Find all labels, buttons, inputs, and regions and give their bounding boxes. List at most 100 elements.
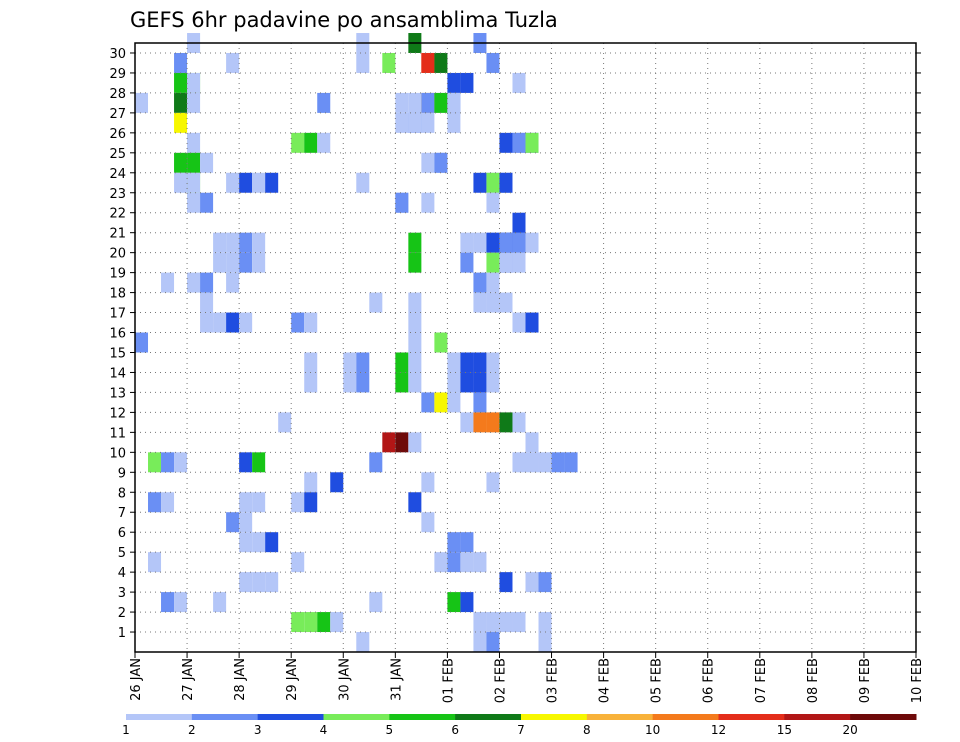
precip-cell	[486, 632, 500, 652]
precip-cell	[161, 592, 175, 613]
precip-cell	[395, 352, 409, 373]
precip-cell	[408, 312, 422, 333]
precip-cell	[161, 272, 175, 293]
precip-cell	[356, 632, 370, 652]
precip-cell	[499, 572, 513, 593]
precip-cell	[499, 412, 513, 433]
precip-cell	[499, 132, 513, 153]
precip-cell	[434, 392, 448, 413]
colorbar-label: 12	[711, 723, 726, 737]
precip-cell	[473, 392, 487, 413]
precip-cell	[460, 592, 474, 613]
precip-cell	[512, 252, 526, 273]
precip-cell	[369, 452, 383, 473]
precip-cell	[239, 452, 253, 473]
precip-cell	[200, 192, 214, 213]
y-tick-label: 8	[118, 486, 126, 501]
colorbar-swatch	[850, 714, 917, 720]
precip-cell	[317, 92, 331, 113]
precip-cell	[356, 352, 370, 373]
colorbar-label: 1	[122, 723, 130, 737]
precip-cell	[421, 92, 435, 113]
precip-cell	[538, 572, 552, 593]
precip-cell	[291, 312, 305, 333]
precip-cell	[395, 372, 409, 393]
colorbar-label: 6	[451, 723, 459, 737]
precip-cell	[447, 592, 461, 613]
precip-cell	[408, 332, 422, 353]
precip-cell	[291, 552, 305, 573]
precip-cell	[252, 532, 266, 553]
precip-cell	[187, 172, 201, 193]
precip-cell	[421, 52, 435, 73]
y-tick-label: 18	[109, 287, 126, 302]
y-tick-label: 2	[118, 606, 126, 621]
precip-cell	[421, 472, 435, 493]
y-tick-label: 20	[109, 247, 126, 262]
precip-cell	[473, 552, 487, 573]
precip-cell	[538, 612, 552, 633]
y-tick-label: 10	[109, 446, 126, 461]
precip-cell	[239, 532, 253, 553]
precip-cell	[486, 192, 500, 213]
y-tick-label: 29	[109, 67, 126, 82]
precip-cell	[460, 372, 474, 393]
x-tick-label: 05 FEB	[650, 658, 665, 703]
x-tick-label: 09 FEB	[858, 658, 873, 703]
y-tick-label: 4	[118, 566, 126, 581]
precip-cell	[382, 432, 396, 453]
precip-cell	[421, 392, 435, 413]
x-tick-label: 08 FEB	[806, 658, 821, 703]
precip-cell	[408, 292, 422, 313]
precip-cell	[226, 272, 240, 293]
precip-cell	[382, 52, 396, 73]
precip-cell	[213, 312, 227, 333]
colorbar-label: 8	[583, 723, 591, 737]
precip-cell	[174, 112, 188, 133]
precip-cell	[473, 612, 487, 633]
precip-cell	[434, 152, 448, 173]
colorbar-label: 15	[777, 723, 792, 737]
precip-cell	[174, 152, 188, 173]
precip-cell	[304, 352, 318, 373]
precip-cell	[265, 172, 279, 193]
precip-cell	[408, 112, 422, 133]
precip-cell	[174, 52, 188, 73]
precip-cell	[213, 232, 227, 253]
x-tick-label: 07 FEB	[754, 658, 769, 703]
precip-cell	[304, 612, 318, 633]
precip-cell	[473, 372, 487, 393]
y-tick-label: 28	[109, 87, 126, 102]
precip-cell	[512, 412, 526, 433]
precip-cell	[512, 452, 526, 473]
precip-cell	[525, 132, 539, 153]
x-tick-label: 10 FEB	[910, 658, 925, 703]
precip-cell	[226, 252, 240, 273]
precip-cell	[525, 432, 539, 453]
x-tick-label: 01 FEB	[441, 658, 456, 703]
precip-cell	[512, 312, 526, 333]
precip-cell	[460, 352, 474, 373]
precip-cell	[304, 372, 318, 393]
precip-cell	[226, 312, 240, 333]
precip-cell	[343, 352, 357, 373]
colorbar-swatch	[389, 714, 456, 720]
precip-cell	[252, 572, 266, 593]
precip-cell	[135, 92, 149, 113]
precip-cell	[187, 132, 201, 153]
y-tick-label: 30	[109, 47, 126, 62]
precip-cell	[239, 232, 253, 253]
colorbar-label: 2	[188, 723, 196, 737]
grid-layer	[135, 43, 916, 652]
precip-cell	[265, 572, 279, 593]
precip-cell	[512, 132, 526, 153]
precip-cell	[421, 112, 435, 133]
precip-cell	[473, 172, 487, 193]
precip-cell	[226, 172, 240, 193]
x-tick-label: 29 JAN	[285, 658, 300, 701]
colorbar-swatch	[521, 714, 588, 720]
colorbar-label: 5	[386, 723, 394, 737]
colorbar-swatch	[126, 714, 193, 720]
precip-cell	[200, 292, 214, 313]
precip-cell	[421, 192, 435, 213]
